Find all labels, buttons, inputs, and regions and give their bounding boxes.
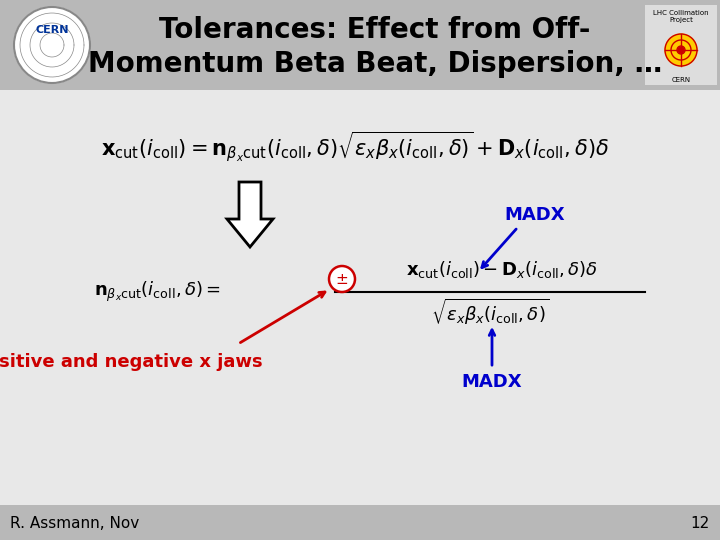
Bar: [645, 5, 717, 85]
Circle shape: [14, 7, 90, 83]
Text: positive and negative x jaws: positive and negative x jaws: [0, 353, 262, 371]
Circle shape: [329, 266, 355, 292]
Polygon shape: [227, 182, 273, 247]
Text: Project: Project: [669, 17, 693, 23]
Text: $\sqrt{\varepsilon_x\beta_x(i_{\rm coll},\delta)}$: $\sqrt{\varepsilon_x\beta_x(i_{\rm coll}…: [431, 297, 549, 327]
Text: $\mathbf{x}_{\rm cut}(i_{\rm coll}) - \mathbf{D}_x(i_{\rm coll},\delta)\delta$: $\mathbf{x}_{\rm cut}(i_{\rm coll}) - \m…: [406, 260, 598, 280]
Circle shape: [665, 34, 697, 66]
Text: $\mathbf{x}_{\rm cut}(i_{\rm coll}) = \mathbf{n}_{\beta_x\rm cut}(i_{\rm coll},\: $\mathbf{x}_{\rm cut}(i_{\rm coll}) = \m…: [101, 130, 609, 165]
Text: MADX: MADX: [462, 373, 522, 391]
Text: LHC Collimation: LHC Collimation: [653, 10, 708, 16]
Text: Tolerances: Effect from Off-
Momentum Beta Beat, Dispersion, …: Tolerances: Effect from Off- Momentum Be…: [88, 16, 662, 78]
Text: $\mathbf{n}_{\beta_x\rm cut}(i_{\rm coll},\delta) =$: $\mathbf{n}_{\beta_x\rm cut}(i_{\rm coll…: [94, 280, 222, 304]
Text: CERN: CERN: [672, 77, 690, 83]
Text: CERN: CERN: [35, 25, 68, 35]
Text: MADX: MADX: [505, 206, 565, 224]
Bar: [0, 505, 720, 540]
Text: R. Assmann, Nov: R. Assmann, Nov: [10, 516, 139, 530]
Circle shape: [678, 47, 684, 53]
Text: $\pm$: $\pm$: [336, 272, 348, 287]
Text: 12: 12: [690, 516, 710, 530]
Bar: [0, 0, 720, 90]
